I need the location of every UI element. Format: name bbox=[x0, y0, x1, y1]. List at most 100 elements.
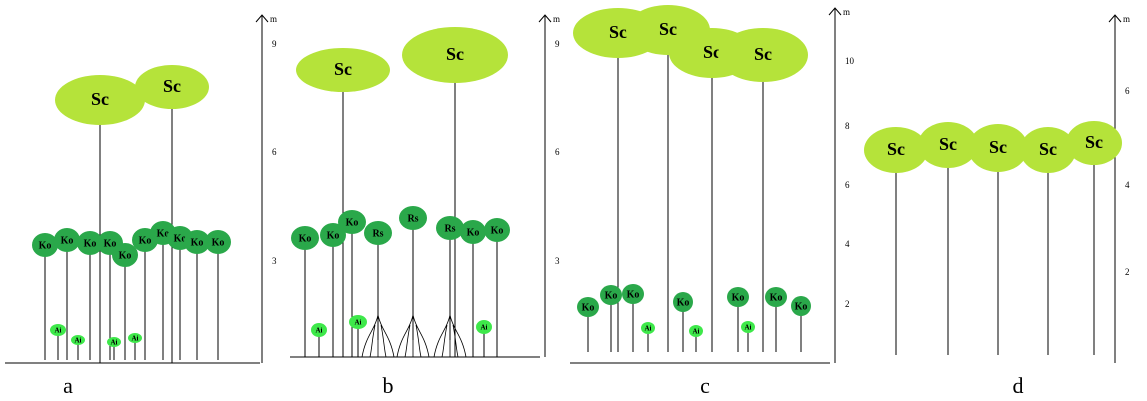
species-label: Sc bbox=[446, 44, 464, 64]
tree: Ko bbox=[484, 218, 510, 357]
tree: Ai bbox=[689, 325, 703, 352]
tree: Ko bbox=[600, 285, 622, 352]
species-label: Ko bbox=[212, 237, 225, 248]
species-label: Ko bbox=[191, 237, 204, 248]
species-label: Ai bbox=[111, 339, 118, 347]
tree: Sc bbox=[918, 122, 978, 355]
tick-label: 2 bbox=[845, 299, 850, 309]
panel-label: a bbox=[63, 373, 73, 398]
tree: Sc bbox=[296, 48, 390, 357]
species-label: Ko bbox=[627, 289, 640, 300]
tree: Ai bbox=[311, 323, 327, 357]
species-label: Ko bbox=[61, 235, 74, 246]
tick-label: 4 bbox=[845, 239, 850, 249]
tree: Ai bbox=[641, 322, 655, 352]
tree: Sc bbox=[864, 127, 928, 355]
species-label: Ai bbox=[75, 337, 82, 345]
species-label: Sc bbox=[91, 89, 109, 109]
panel-label: c bbox=[700, 373, 710, 398]
tick-label: 6 bbox=[555, 147, 560, 157]
tree: Ko bbox=[577, 297, 599, 352]
tree: Sc bbox=[1066, 121, 1122, 355]
tick-label: 3 bbox=[272, 256, 277, 266]
species-label: Ko bbox=[677, 297, 690, 308]
diagram: m963aScScKoKoKoKoKoKoKoKoKoKoAiAiAiAim96… bbox=[0, 0, 1147, 401]
species-label: Ko bbox=[795, 301, 808, 312]
species-label: Sc bbox=[754, 44, 772, 64]
tree: Sc bbox=[135, 65, 209, 363]
species-label: Ko bbox=[582, 302, 595, 313]
species-label: Rs bbox=[407, 213, 418, 224]
species-label: Ko bbox=[491, 225, 504, 236]
tree: Sc bbox=[1020, 127, 1076, 355]
tree: Ai bbox=[741, 321, 755, 352]
species-label: Ko bbox=[39, 240, 52, 251]
species-label: Sc bbox=[334, 59, 352, 79]
tree: Rs bbox=[397, 206, 429, 357]
species-label: Ai bbox=[55, 327, 62, 335]
species-label: Ko bbox=[605, 290, 618, 301]
tree: Ko bbox=[673, 292, 693, 352]
tree: Ko bbox=[205, 230, 231, 360]
axis-unit: m bbox=[843, 7, 850, 17]
tick-label: 2 bbox=[1125, 267, 1130, 277]
tree: Ai bbox=[476, 320, 492, 357]
tree: Ko bbox=[320, 223, 346, 357]
tick-label: 3 bbox=[555, 256, 560, 266]
tree: Ai bbox=[50, 324, 66, 360]
axis-unit: m bbox=[553, 14, 560, 24]
tick-label: 4 bbox=[1125, 180, 1130, 190]
panel-label: d bbox=[1013, 373, 1024, 398]
species-label: Ko bbox=[139, 235, 152, 246]
species-label: Rs bbox=[372, 228, 383, 239]
tree: Ko bbox=[622, 284, 644, 352]
tick-label: 6 bbox=[272, 147, 277, 157]
species-label: Ai bbox=[645, 325, 652, 333]
species-label: Ko bbox=[467, 227, 480, 238]
species-label: Ko bbox=[84, 238, 97, 249]
species-label: Ko bbox=[327, 230, 340, 241]
tree: Ko bbox=[727, 287, 749, 352]
tree: Ko bbox=[765, 287, 787, 352]
tick-label: 8 bbox=[845, 121, 850, 131]
species-label: Sc bbox=[609, 22, 627, 42]
species-label: Ko bbox=[104, 238, 117, 249]
species-label: Ko bbox=[732, 292, 745, 303]
species-label: Rs bbox=[444, 223, 455, 234]
tree: Rs bbox=[362, 221, 394, 357]
tree: Ai bbox=[128, 333, 142, 360]
species-label: Sc bbox=[939, 134, 957, 154]
species-label: Ai bbox=[481, 324, 488, 332]
tree: Ko bbox=[184, 230, 210, 360]
species-label: Ko bbox=[299, 233, 312, 244]
species-label: Ai bbox=[316, 327, 323, 335]
species-label: Ai bbox=[132, 335, 139, 343]
tree: Ai bbox=[107, 337, 121, 360]
tree: Ko bbox=[791, 296, 811, 352]
species-label: Ko bbox=[346, 217, 359, 228]
tree: Ko bbox=[291, 226, 319, 357]
panel-label: b bbox=[383, 373, 394, 398]
axis-unit: m bbox=[270, 14, 277, 24]
species-label: Sc bbox=[659, 19, 677, 39]
tick-label: 6 bbox=[845, 180, 850, 190]
tick-label: 6 bbox=[1125, 86, 1130, 96]
tree: Ai bbox=[71, 335, 85, 360]
tree: Ko bbox=[32, 233, 58, 360]
tree: Sc bbox=[968, 124, 1028, 355]
axis-unit: m bbox=[1123, 14, 1130, 24]
species-label: Sc bbox=[163, 76, 181, 96]
species-label: Ai bbox=[745, 324, 752, 332]
tree: Sc bbox=[55, 75, 145, 363]
tick-label: 9 bbox=[272, 39, 277, 49]
tick-label: 9 bbox=[555, 39, 560, 49]
species-label: Sc bbox=[887, 139, 905, 159]
tree: Rs bbox=[434, 216, 466, 357]
species-label: Ko bbox=[119, 250, 132, 261]
tick-label: 10 bbox=[845, 56, 855, 66]
tree: Ko bbox=[460, 220, 486, 357]
species-label: Ai bbox=[355, 319, 362, 327]
species-label: Sc bbox=[989, 137, 1007, 157]
species-label: Ko bbox=[770, 292, 783, 303]
species-label: Sc bbox=[1085, 132, 1103, 152]
